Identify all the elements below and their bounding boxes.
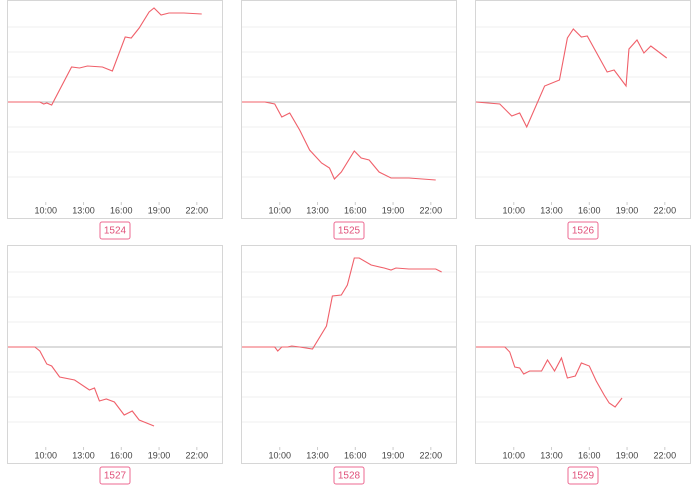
price-line xyxy=(242,101,436,181)
chart-panel: 10:00 13:00 16:00 19:00 22:00 1524 xyxy=(7,0,223,240)
x-tick-label: 13:00 xyxy=(306,450,329,460)
chart-label: 1524 xyxy=(104,226,127,237)
chart-label: 1529 xyxy=(572,471,595,482)
label-box xyxy=(99,221,131,240)
label-box xyxy=(567,221,599,240)
x-tick-label: 19:00 xyxy=(148,450,171,460)
x-tick-label: 10:00 xyxy=(34,205,57,215)
x-tick-label: 10:00 xyxy=(268,450,291,460)
chart-panel: 10:00 13:00 16:00 19:00 22:00 1526 xyxy=(475,0,691,240)
chart-label: 1526 xyxy=(572,226,595,237)
chart-label: 1525 xyxy=(338,226,361,237)
price-line xyxy=(242,257,442,352)
chart-label: 1528 xyxy=(338,471,361,482)
x-tick-label: 16:00 xyxy=(110,205,133,215)
x-tick-label: 22:00 xyxy=(186,450,209,460)
label-box xyxy=(333,466,365,485)
x-tick-label: 13:00 xyxy=(72,205,95,215)
x-tick-label: 19:00 xyxy=(382,450,405,460)
x-tick-label: 16:00 xyxy=(578,205,601,215)
x-tick-label: 13:00 xyxy=(72,450,95,460)
panel-border xyxy=(241,245,457,464)
x-tick-label: 22:00 xyxy=(654,450,677,460)
chart-panel: 10:00 13:00 16:00 19:00 22:00 1525 xyxy=(241,0,457,240)
price-line xyxy=(8,346,155,427)
x-tick-label: 13:00 xyxy=(540,205,563,215)
x-tick-label: 22:00 xyxy=(420,205,443,215)
label-box xyxy=(99,466,131,485)
chart-panel: 10:00 13:00 16:00 19:00 22:00 1527 xyxy=(7,245,223,485)
x-tick-label: 22:00 xyxy=(420,450,443,460)
price-line xyxy=(8,7,202,106)
x-tick-label: 19:00 xyxy=(616,450,639,460)
x-tick-label: 22:00 xyxy=(186,205,209,215)
price-line xyxy=(476,346,623,408)
label-box xyxy=(567,466,599,485)
x-tick-label: 19:00 xyxy=(382,205,405,215)
x-tick-label: 19:00 xyxy=(616,205,639,215)
panel-border xyxy=(475,245,691,464)
panel-border xyxy=(7,245,223,464)
x-tick-label: 16:00 xyxy=(344,205,367,215)
chart-label: 1527 xyxy=(104,471,127,482)
panel-border xyxy=(241,0,457,219)
x-tick-label: 10:00 xyxy=(34,450,57,460)
x-tick-label: 22:00 xyxy=(654,205,677,215)
x-tick-label: 10:00 xyxy=(502,450,525,460)
price-line xyxy=(475,28,668,129)
x-tick-label: 16:00 xyxy=(110,450,133,460)
x-tick-label: 10:00 xyxy=(268,205,291,215)
label-box xyxy=(333,221,365,240)
x-tick-label: 13:00 xyxy=(306,205,329,215)
x-tick-label: 19:00 xyxy=(148,205,171,215)
x-tick-label: 13:00 xyxy=(540,450,563,460)
chart-panel: 10:00 13:00 16:00 19:00 22:00 1529 xyxy=(475,245,691,485)
x-tick-label: 16:00 xyxy=(578,450,601,460)
panel-border xyxy=(475,0,691,219)
panel-border xyxy=(7,0,223,219)
x-tick-label: 10:00 xyxy=(502,205,525,215)
chart-panel: 10:00 13:00 16:00 19:00 22:00 1528 xyxy=(241,245,457,485)
x-tick-label: 16:00 xyxy=(344,450,367,460)
